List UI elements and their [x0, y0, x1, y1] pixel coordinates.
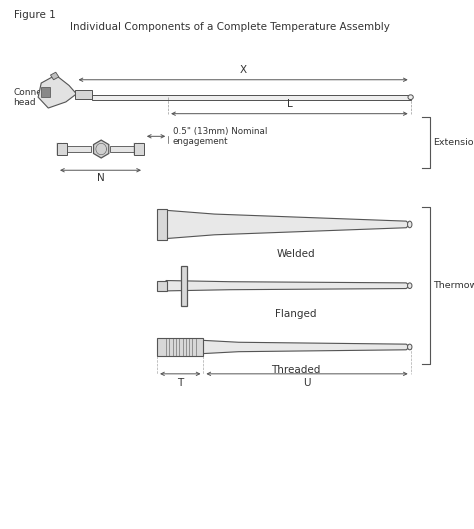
- Bar: [92, 95, 410, 99]
- Bar: [41, 87, 50, 97]
- Text: U: U: [303, 378, 311, 388]
- Text: Thermowells: Thermowells: [433, 281, 474, 290]
- Text: Threaded: Threaded: [271, 365, 321, 375]
- Text: Welded: Welded: [277, 249, 315, 259]
- Text: X: X: [239, 65, 246, 75]
- Text: T: T: [177, 378, 183, 388]
- Text: N: N: [97, 172, 104, 183]
- Polygon shape: [203, 340, 410, 353]
- Bar: [181, 266, 187, 306]
- Bar: [157, 338, 203, 357]
- Ellipse shape: [408, 95, 413, 99]
- Ellipse shape: [408, 344, 412, 350]
- Polygon shape: [166, 211, 410, 239]
- Text: Figure 1: Figure 1: [14, 10, 55, 20]
- Ellipse shape: [408, 283, 412, 288]
- Text: Flanged: Flanged: [275, 309, 317, 320]
- Polygon shape: [38, 75, 76, 108]
- Text: Extension: Extension: [433, 138, 474, 147]
- Polygon shape: [50, 72, 59, 80]
- Bar: [67, 147, 91, 152]
- Bar: [157, 209, 167, 240]
- Bar: [157, 280, 167, 291]
- Bar: [57, 143, 67, 154]
- Bar: [75, 90, 92, 98]
- Text: Connection
head: Connection head: [13, 88, 64, 107]
- Bar: [134, 143, 144, 154]
- Text: Individual Components of a Complete Temperature Assembly: Individual Components of a Complete Temp…: [70, 22, 390, 32]
- Ellipse shape: [408, 221, 412, 228]
- Polygon shape: [166, 280, 410, 291]
- Text: L: L: [286, 99, 292, 109]
- Polygon shape: [93, 140, 109, 158]
- Bar: [110, 147, 134, 152]
- Text: 0.5" (13mm) Nominal
engagement: 0.5" (13mm) Nominal engagement: [173, 126, 267, 146]
